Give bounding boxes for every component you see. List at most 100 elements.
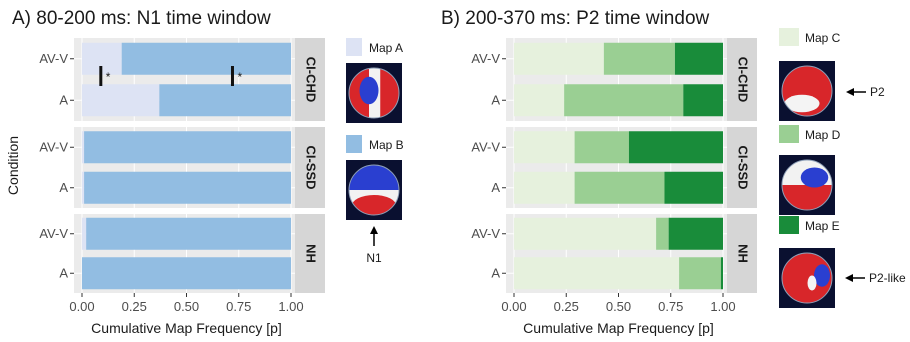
tick-label-x: 1.00 — [710, 299, 735, 314]
facet-strip: CI-CHD — [295, 38, 325, 121]
chart-b: B) 200-370 ms: P2 time window AV-V A CI-CHD… — [441, 8, 906, 336]
tick-label-y: AV-V — [471, 139, 500, 154]
topomap-c — [779, 61, 835, 121]
bar-map-c-av-v — [514, 217, 657, 250]
facet-strip: CI-SSD — [727, 127, 757, 208]
bar-map-d-av-v — [603, 42, 675, 75]
legend-label-map-d: Map D — [805, 128, 841, 142]
facet-strip-bg — [295, 127, 325, 208]
legend: Map C Map D Map E — [779, 28, 841, 308]
significance-label: * — [106, 70, 111, 84]
annotation-label: P2 — [870, 85, 885, 99]
significance-bar — [230, 66, 234, 86]
legend-swatch-map-e — [779, 216, 799, 234]
tick-label-x: 0.25 — [554, 299, 579, 314]
bar-map-c-a — [514, 171, 575, 204]
bar-map-b-a — [82, 257, 291, 290]
bar-map-c-av-v — [514, 131, 575, 164]
topomap-outline — [781, 65, 833, 117]
tick-label-y: A — [491, 92, 500, 107]
facet-nh — [74, 214, 297, 293]
bar-map-d-av-v — [574, 131, 629, 164]
legend-label-map-c: Map C — [805, 31, 841, 45]
tick-label-x: 0.50 — [174, 299, 199, 314]
x-axis-label: Cumulative Map Frequency [p] — [91, 320, 282, 336]
topomap-a — [346, 63, 402, 123]
facet-ci-chd: * * — [74, 38, 297, 121]
bar-map-c-a — [514, 257, 680, 290]
bar-map-b-a — [84, 171, 291, 204]
facet-strip-label: CI-SSD — [736, 145, 751, 189]
bar-map-b-av-v — [86, 217, 292, 250]
legend-label-map-b: Map B — [369, 138, 404, 152]
topomap-d — [779, 155, 835, 215]
facet-strip-bg — [295, 38, 325, 121]
x-axis-label: Cumulative Map Frequency [p] — [523, 320, 714, 336]
bar-map-d-a — [679, 257, 721, 290]
significance-bar — [99, 66, 103, 86]
facet-strip: NH — [727, 214, 757, 293]
bar-map-a-av-v — [82, 131, 85, 164]
annotation-arrow-head — [846, 88, 854, 96]
bar-map-e-av-v — [674, 42, 723, 75]
tick-label-y: AV-V — [39, 226, 68, 241]
topomap-negative — [800, 167, 829, 188]
bar-map-c-a — [514, 84, 565, 117]
bar-map-a-a — [82, 84, 160, 117]
significance-label: * — [237, 70, 242, 84]
tick-label-y: AV-V — [39, 51, 68, 66]
facet-strip-label: CI-CHD — [736, 57, 751, 103]
tick-label-x: 0.00 — [69, 299, 94, 314]
tick-label-x: 0.00 — [501, 299, 526, 314]
topomap-body — [349, 165, 399, 215]
tick-label-y: A — [59, 265, 68, 280]
facet-strip-label: NH — [304, 244, 319, 263]
topomap-neutral — [784, 94, 820, 113]
facet-strip: CI-CHD — [727, 38, 757, 121]
topomap-negative — [359, 76, 379, 105]
facet-ci-ssd — [74, 127, 297, 208]
topomap-b — [346, 160, 402, 220]
facet-strip-label: CI-SSD — [304, 145, 319, 189]
y-axis-label: Condition — [5, 136, 21, 195]
legend-label-map-e: Map E — [805, 219, 840, 233]
tick-label-y: AV-V — [471, 51, 500, 66]
legend-swatch-map-d — [779, 125, 799, 143]
tick-label-y: A — [491, 265, 500, 280]
tick-label-y: AV-V — [39, 139, 68, 154]
chart-a: A) 80-200 ms: N1 time window* *AV-VA CI-CH… — [5, 8, 404, 336]
bar-map-b-av-v — [121, 42, 292, 75]
topomap-outline — [348, 164, 400, 216]
bar-map-b-a — [159, 84, 291, 117]
legend-swatch-map-a — [346, 38, 362, 56]
facet-strip-label: NH — [736, 244, 751, 263]
bar-map-e-a — [683, 84, 723, 117]
tick-label-y: A — [491, 180, 500, 195]
bar-map-a-av-v — [82, 217, 87, 250]
bar-map-e-av-v — [628, 131, 723, 164]
topomap-neutral — [807, 275, 817, 291]
chart-title: B) 200-370 ms: P2 time window — [441, 8, 710, 29]
bar-map-c-av-v — [514, 42, 604, 75]
tick-label-x: 1.00 — [278, 299, 303, 314]
topomap-negative — [814, 264, 830, 287]
tick-label-y: AV-V — [471, 226, 500, 241]
topomap-outline — [348, 67, 400, 119]
facet-strip-bg — [727, 127, 757, 208]
legend-swatch-map-c — [779, 28, 799, 46]
topomap-outline — [781, 252, 833, 304]
topomap-outline — [781, 159, 833, 211]
facet-strip: NH — [295, 214, 325, 293]
annotation-arrow-head — [370, 226, 378, 234]
bar-map-e-av-v — [668, 217, 723, 250]
bar-map-e-a — [720, 257, 723, 290]
topomap-positive — [380, 68, 399, 118]
tick-label-y: A — [59, 92, 68, 107]
annotation-label: P2-like — [869, 271, 906, 285]
legend-label-map-a: Map A — [369, 41, 403, 55]
legend: Map A Map B — [346, 38, 404, 220]
bar-map-b-av-v — [84, 131, 291, 164]
topomap-body — [782, 66, 832, 116]
facet-strip-label: CI-CHD — [304, 57, 319, 103]
